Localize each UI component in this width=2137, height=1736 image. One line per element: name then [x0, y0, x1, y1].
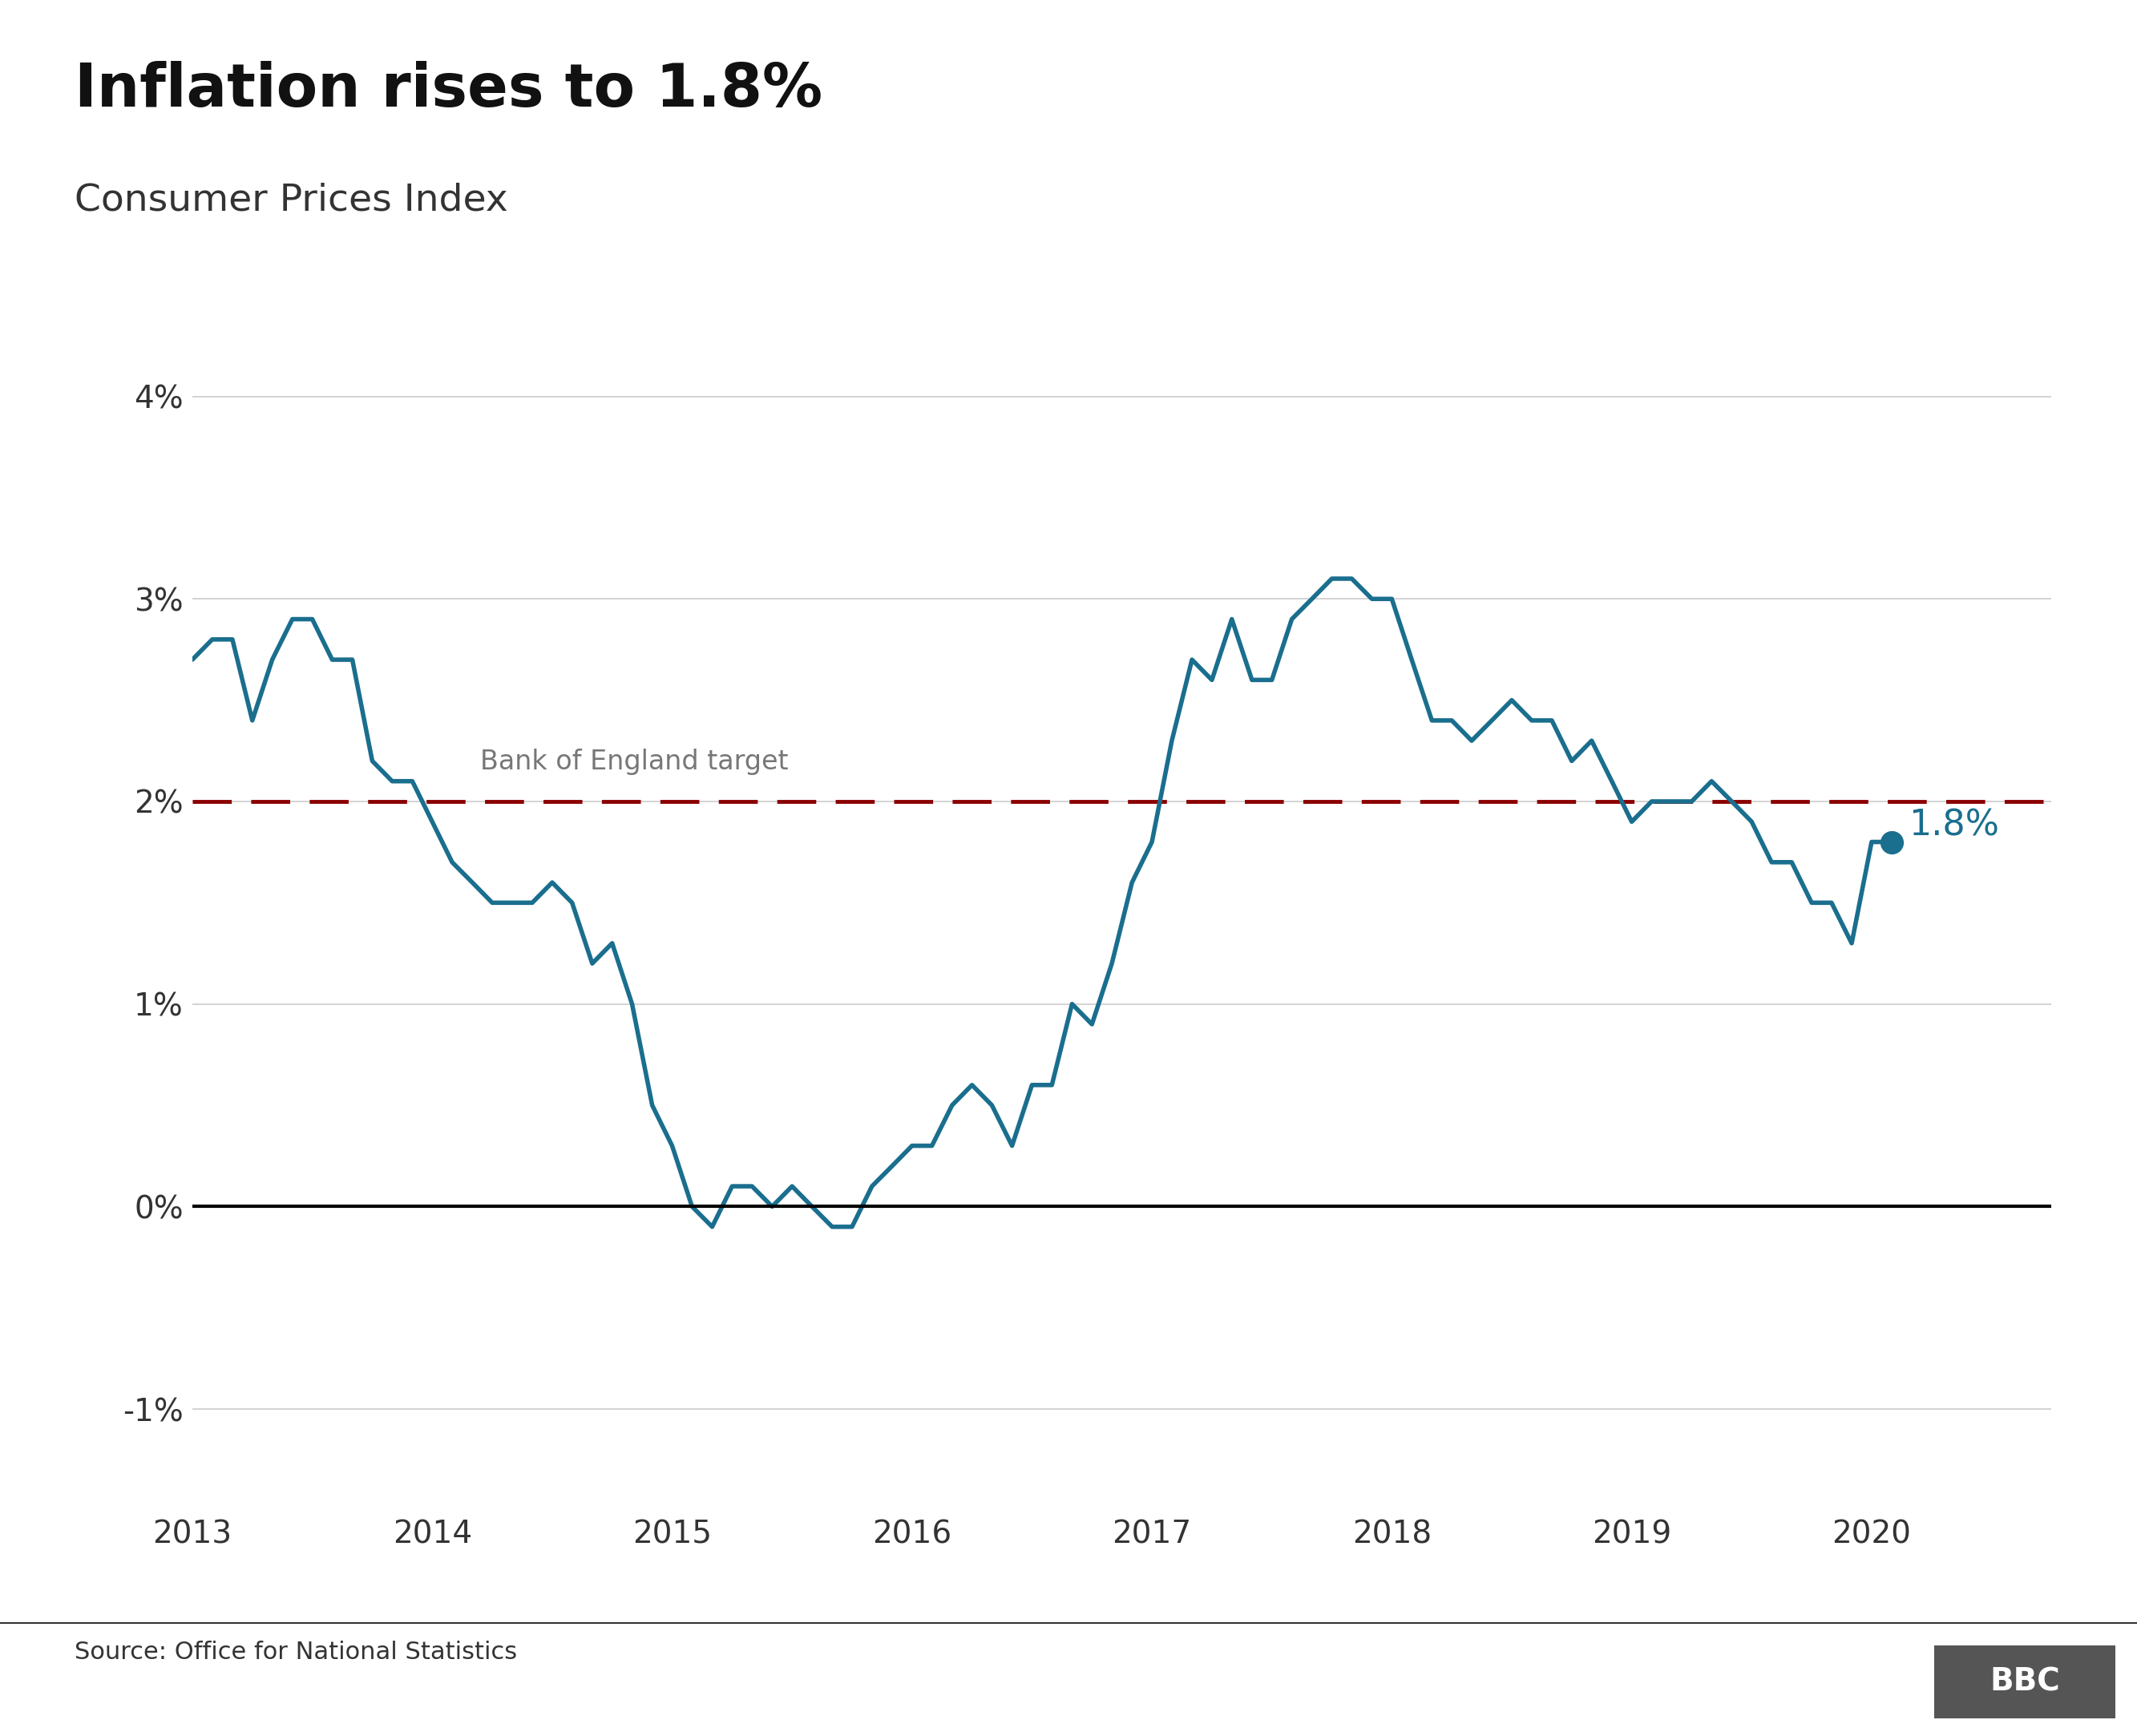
Text: Bank of England target: Bank of England target [481, 748, 789, 776]
Text: BBC: BBC [1990, 1667, 2060, 1698]
Text: Inflation rises to 1.8%: Inflation rises to 1.8% [75, 61, 823, 120]
Text: Source: Office for National Statistics: Source: Office for National Statistics [75, 1641, 517, 1663]
Text: 1.8%: 1.8% [1908, 809, 1998, 844]
Text: Consumer Prices Index: Consumer Prices Index [75, 182, 509, 219]
